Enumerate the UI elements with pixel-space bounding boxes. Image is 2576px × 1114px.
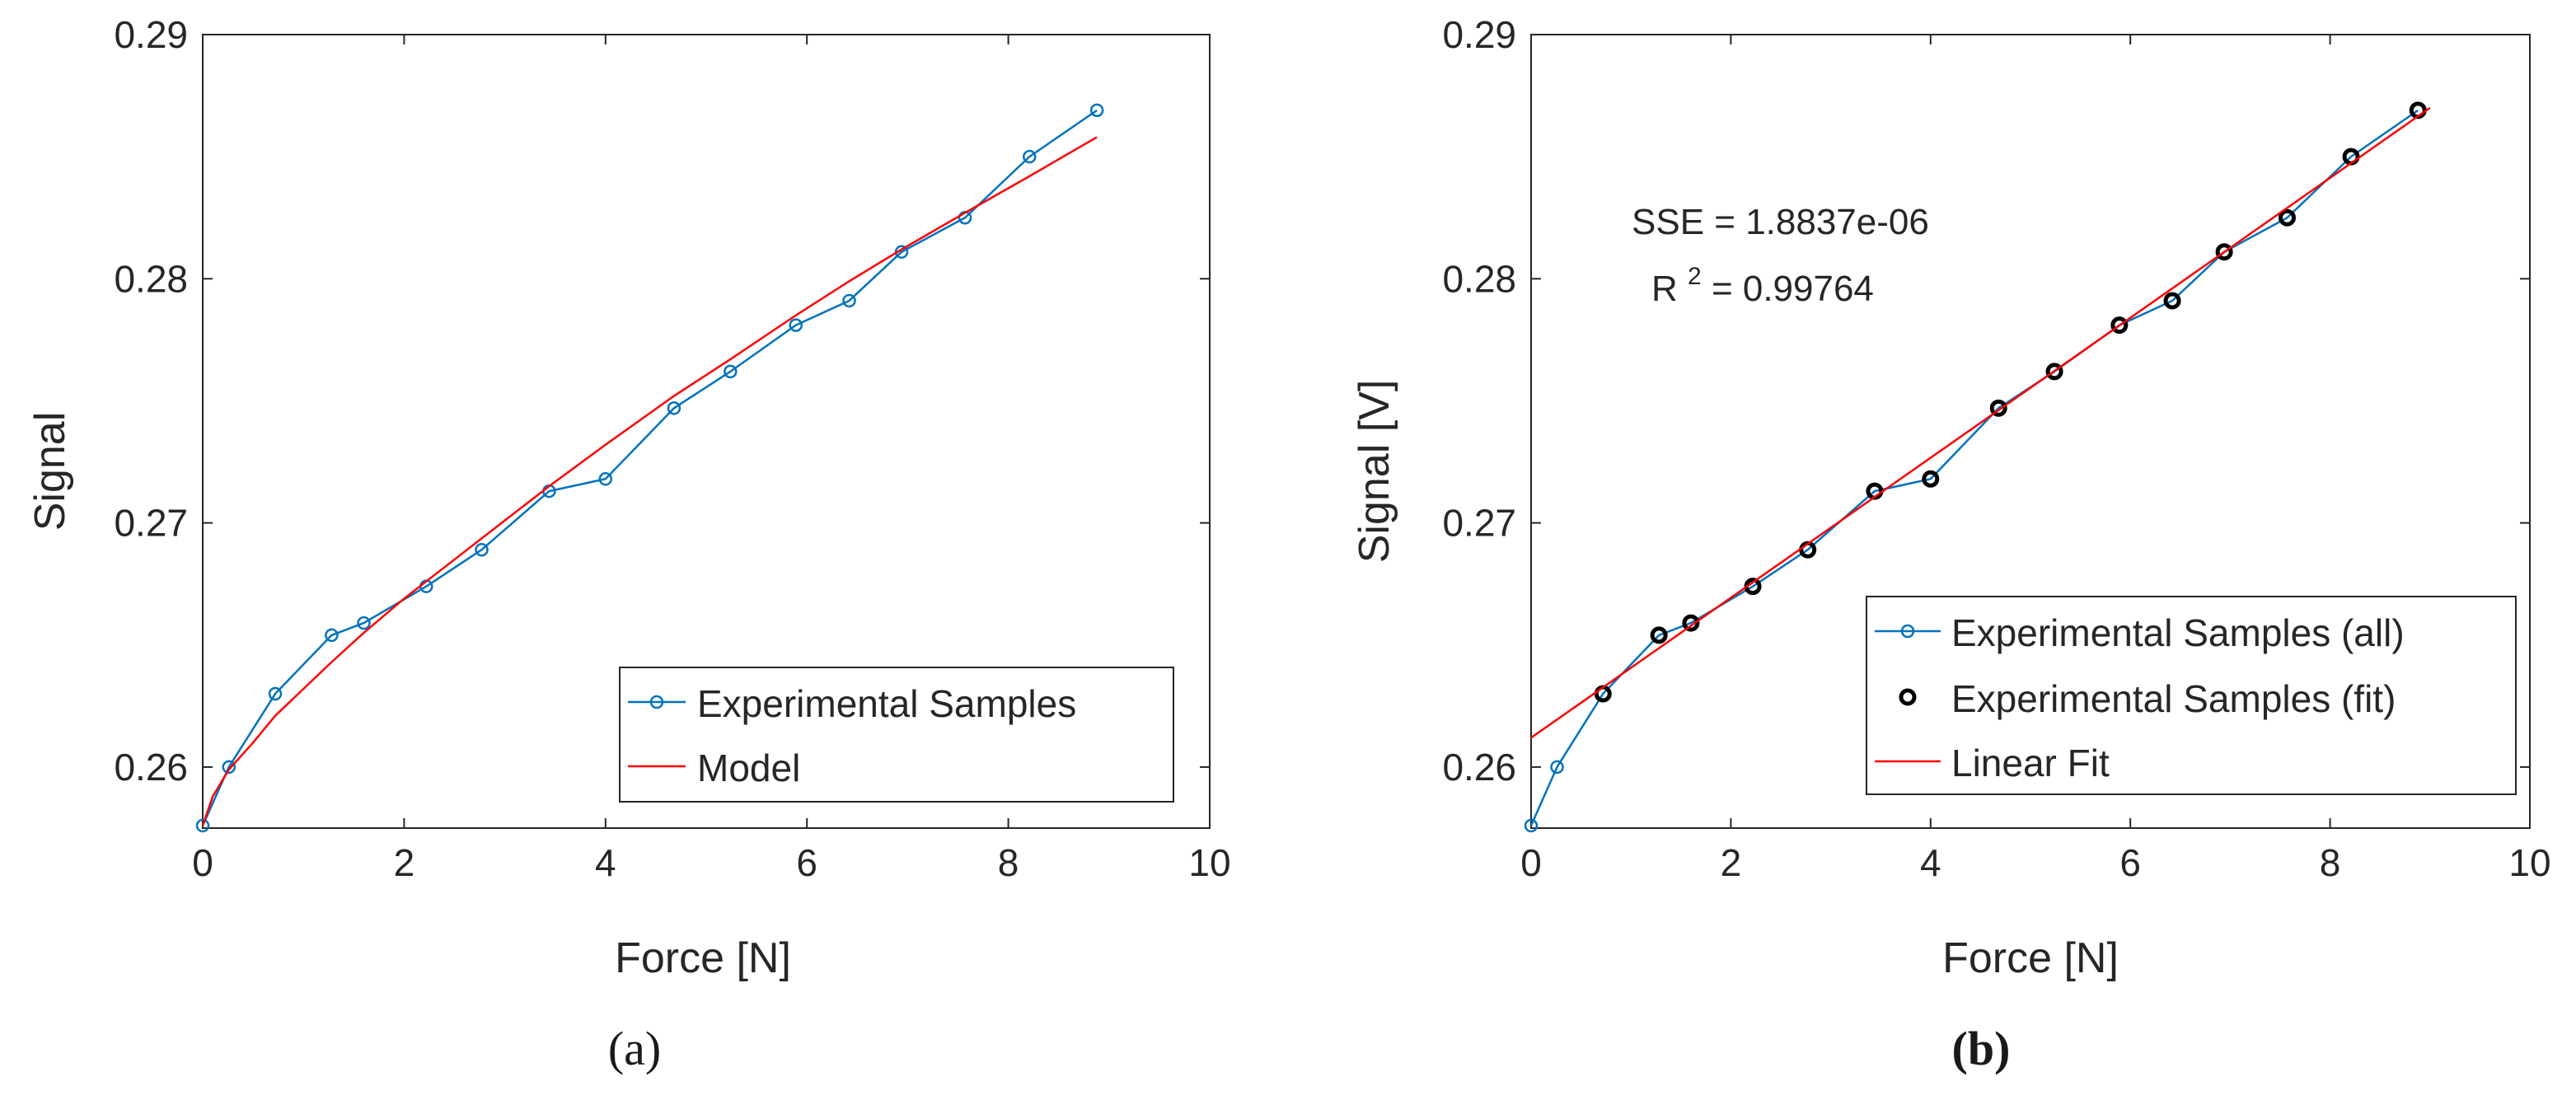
- panel-a-x-tick-label: 0: [192, 841, 213, 884]
- panel-b-data-point-experimental-samples-fit: [2215, 243, 2233, 261]
- panel-b-legend-marker-fit: [1899, 688, 1917, 706]
- panel-a-x-axis-label: Force [N]: [615, 934, 791, 982]
- panel-b-series-line-linear-fit: [1530, 106, 2431, 739]
- panel-a-series-line-experimental-samples: [201, 109, 1098, 826]
- panel-a-x-tick-label: 4: [595, 841, 616, 884]
- panel-b-data-point-experimental-samples-fit: [1682, 614, 1700, 632]
- caption-a: (a): [608, 1022, 661, 1075]
- panel-b-axes-box: [1530, 34, 2531, 829]
- panel-b-y-tick-label: 0.29: [1442, 13, 1516, 56]
- panel-b-r2-annotation: R 2 = 0.99764: [1651, 252, 1874, 309]
- panel-a-data-point-experimental-samples: [268, 686, 283, 701]
- panel-a-y-tick-label: 0.28: [114, 257, 188, 300]
- panel-a-x-tick-label: 8: [998, 841, 1019, 884]
- panel-b-x-tick-label: 8: [2320, 841, 2341, 884]
- panel-b-data-point-experimental-samples-all: [1550, 760, 1564, 775]
- panel-b-y-tick-label: 0.27: [1442, 502, 1516, 545]
- panel-a-plot-area: 0 2 4 6 8 10 0.26 0.27 0.28 0.29: [114, 13, 1230, 884]
- panel-b-y-tick-label: 0.28: [1442, 257, 1516, 300]
- panel-a-data-point-experimental-samples: [1089, 103, 1104, 118]
- panel-b-series-line-experimental-samples-all: [1529, 109, 2419, 826]
- panel-a-legend-label-model: Model: [697, 747, 800, 789]
- panel-b-legend-label-fit: Experimental Samples (fit): [1951, 677, 2396, 720]
- panel-a-y-tick-label: 0.29: [114, 13, 188, 56]
- panel-b-legend-label-linear: Linear Fit: [1951, 742, 2110, 784]
- panel-a-data-point-experimental-samples: [325, 628, 339, 643]
- panel-a-legend-box: [619, 667, 1174, 803]
- panel-a-data-point-experimental-samples: [475, 542, 489, 557]
- panel-a-x-tick-label: 2: [394, 841, 415, 884]
- panel-b-legend-label-all: Experimental Samples (all): [1951, 611, 2405, 654]
- panel-a-x-tick-label: 10: [1188, 841, 1230, 884]
- panel-b-sse-annotation: SSE = 1.8837e-06: [1632, 202, 1929, 242]
- panel-b-legend: Experimental Samples (all) Experimental …: [1866, 596, 2517, 795]
- panel-a-data-point-experimental-samples: [357, 616, 371, 630]
- panel-b-x-tick-label: 10: [2508, 841, 2550, 884]
- panel-b-legend-marker-all: [1900, 624, 1915, 639]
- panel-a-series-line-model: [201, 136, 1098, 826]
- panel-b-plot-area: 0 2 4 6 8 10 0.26 0.27 0.28 0.29: [1442, 13, 2550, 884]
- panel-a-y-axis-label: Signal: [26, 412, 74, 531]
- panel-a-legend-marker-experimental: [649, 695, 664, 709]
- panel-b-data-point-experimental-samples-fit: [1922, 470, 1940, 488]
- panel-b-x-tick-label: 4: [1920, 841, 1941, 884]
- panel-b-data-point-experimental-samples-fit: [2163, 292, 2181, 310]
- panel-b-data-point-experimental-samples-all: [1524, 818, 1539, 833]
- panel-b-chart: 0 2 4 6 8 10 0.26 0.27 0.28 0.29 Force [N] Signal…: [1351, 13, 2551, 982]
- panel-b-data-point-experimental-samples-fit: [2278, 208, 2296, 227]
- panel-a-y-tick-label: 0.26: [114, 746, 188, 789]
- panel-b-r2-prefix: R: [1651, 269, 1678, 309]
- panel-a-axes-box: [202, 34, 1211, 829]
- panel-b-r2-value: = 0.99764: [1712, 269, 1874, 309]
- panel-b-legend-box: [1866, 596, 2517, 795]
- panel-a-data-point-experimental-samples: [598, 472, 613, 486]
- panel-b-x-tick-label: 6: [2119, 841, 2141, 884]
- panel-b-x-tick-label: 0: [1520, 841, 1542, 884]
- panel-a-legend-label-experimental: Experimental Samples: [697, 682, 1076, 725]
- panel-a-data-point-experimental-samples: [222, 760, 237, 775]
- panel-b-data-point-experimental-samples-fit: [1650, 626, 1668, 644]
- panel-a-data-point-experimental-samples: [667, 401, 681, 415]
- caption-b: (b): [1952, 1022, 2011, 1075]
- panel-a-data-point-experimental-samples: [789, 318, 803, 332]
- panel-b-data-point-experimental-samples-fit: [2110, 316, 2129, 335]
- panel-b-x-tick-label: 2: [1721, 841, 1742, 884]
- panel-b-y-tick-label: 0.26: [1442, 746, 1516, 789]
- panel-a-data-point-experimental-samples: [195, 818, 210, 833]
- panel-a-data-point-experimental-samples: [842, 293, 856, 308]
- panel-a-legend: Experimental Samples Model: [619, 667, 1174, 803]
- panel-a-x-tick-label: 6: [796, 841, 817, 884]
- panel-b-x-axis-label: Force [N]: [1942, 934, 2119, 982]
- panel-b-data-point-experimental-samples-fit: [1989, 399, 2007, 417]
- panel-a-data-point-experimental-samples: [724, 364, 738, 379]
- panel-a-chart: 0 2 4 6 8 10 0.26 0.27 0.28 0.29 Force [N] Signal…: [26, 13, 1231, 982]
- panel-b-y-axis-label: Signal [V]: [1351, 380, 1398, 564]
- panel-a-data-point-experimental-samples: [1023, 149, 1037, 164]
- panel-b-data-point-experimental-samples-fit: [2045, 363, 2063, 381]
- panel-b-r2-exponent: 2: [1688, 263, 1702, 290]
- panel-a-y-tick-label: 0.27: [114, 502, 188, 545]
